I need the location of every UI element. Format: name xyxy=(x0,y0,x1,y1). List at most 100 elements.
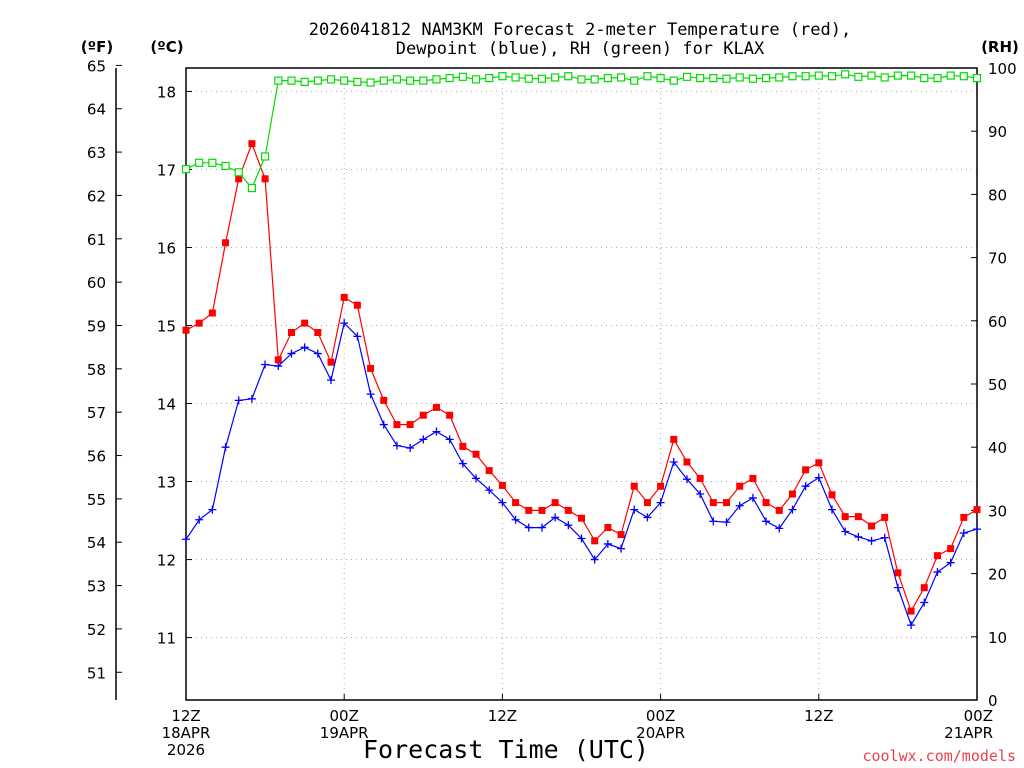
rh-point-49 xyxy=(827,72,837,81)
fahrenheit-tick-label-65: 65 xyxy=(87,57,106,75)
rh-point-23 xyxy=(485,74,494,83)
rh-tick-label-10: 10 xyxy=(988,629,1007,647)
temperature-point-25 xyxy=(512,499,520,507)
temperature-point-60 xyxy=(973,506,981,514)
dewpoint-point-40 xyxy=(709,517,718,526)
dewpoint-point-25 xyxy=(511,515,520,524)
dewpoint-point-12 xyxy=(340,319,349,328)
dewpoint-point-2 xyxy=(208,505,217,514)
temperature-point-13 xyxy=(353,301,361,309)
dewpoint-point-44 xyxy=(762,517,771,526)
time-tick-label-0-1: 18APR xyxy=(162,724,211,742)
temperature-point-47 xyxy=(802,466,810,474)
dewpoint-point-11 xyxy=(327,376,336,385)
dewpoint-point-58 xyxy=(946,558,955,567)
rh-point-19 xyxy=(432,75,441,84)
dewpoint-point-15 xyxy=(379,420,388,429)
rh-tick-label-90: 90 xyxy=(988,123,1007,141)
rh-point-2 xyxy=(208,158,217,167)
fahrenheit-tick-label-51: 51 xyxy=(87,664,106,682)
fahrenheit-tick-label-63: 63 xyxy=(87,144,106,162)
temperature-point-53 xyxy=(881,513,889,521)
temperature-point-24 xyxy=(498,481,506,489)
celsius-tick-label-11: 11 xyxy=(157,630,176,648)
temperature-point-27 xyxy=(538,506,546,514)
plot-frame xyxy=(185,67,978,701)
rh-point-4 xyxy=(234,168,243,177)
temperature-point-46 xyxy=(788,490,796,498)
temperature-point-5 xyxy=(248,140,256,148)
temperature-point-6 xyxy=(261,175,269,183)
source-credit: coolwx.com/models xyxy=(862,747,1016,765)
dewpoint-point-26 xyxy=(524,523,533,532)
rh-point-39 xyxy=(696,74,705,83)
dewpoint-point-45 xyxy=(775,524,784,533)
time-tick-label-12-1: 19APR xyxy=(320,724,369,742)
rh-point-21 xyxy=(458,72,467,81)
dewpoint-point-4 xyxy=(234,396,243,405)
dewpoint-point-49 xyxy=(827,505,836,514)
rh-point-37 xyxy=(669,76,678,85)
dewpoint-series xyxy=(182,319,981,630)
rh-point-24 xyxy=(498,72,507,81)
temperature-point-16 xyxy=(393,421,401,429)
rh-point-27 xyxy=(537,74,547,83)
temperature-point-49 xyxy=(828,491,836,499)
fahrenheit-tick-label-58: 58 xyxy=(87,361,106,379)
dewpoint-point-35 xyxy=(643,513,652,522)
rh-tick-label-50: 50 xyxy=(988,376,1007,394)
temperature-point-0 xyxy=(182,326,190,334)
temperature-point-37 xyxy=(670,435,678,443)
chart-title-line-1: 2026041812 NAM3KM Forecast 2-meter Tempe… xyxy=(309,20,851,40)
celsius-tick-label-14: 14 xyxy=(157,396,176,414)
temperature-point-11 xyxy=(327,358,335,366)
temperature-point-29 xyxy=(564,506,572,514)
temperature-point-40 xyxy=(709,499,717,507)
dewpoint-point-52 xyxy=(867,536,876,545)
temperature-point-20 xyxy=(446,411,454,419)
rh-point-11 xyxy=(326,75,336,84)
time-tick-label-48-0: 12Z xyxy=(804,707,833,725)
temperature-point-57 xyxy=(933,552,941,560)
rh-point-40 xyxy=(709,74,718,83)
dewpoint-point-34 xyxy=(630,505,639,514)
dewpoint-point-14 xyxy=(366,390,375,399)
rh-point-26 xyxy=(524,74,533,83)
temperature-point-51 xyxy=(854,513,862,521)
temperature-point-34 xyxy=(630,482,638,490)
temperature-point-39 xyxy=(696,474,704,482)
rh-point-1 xyxy=(195,158,204,167)
fahrenheit-tick-label-55: 55 xyxy=(87,491,106,509)
rh-point-54 xyxy=(893,71,903,80)
dewpoint-point-1 xyxy=(195,515,204,524)
dewpoint-point-6 xyxy=(261,360,270,369)
rh-point-12 xyxy=(340,76,349,85)
time-tick-label-12-0: 00Z xyxy=(330,707,359,725)
dewpoint-point-13 xyxy=(353,332,362,341)
rh-point-8 xyxy=(287,76,296,85)
temperature-point-58 xyxy=(947,545,955,553)
fahrenheit-axis: 51 52 53 54 55 56 57 58 59 60 61 62 63 64 65 xyxy=(87,57,122,682)
rh-point-25 xyxy=(511,73,520,82)
time-tick-label-36-1: 20APR xyxy=(636,724,685,742)
celsius-tick-label-12: 12 xyxy=(157,552,176,570)
dewpoint-point-48 xyxy=(814,473,823,482)
temperature-point-42 xyxy=(736,482,744,490)
fahrenheit-tick-label-54: 54 xyxy=(87,534,106,552)
series-layer xyxy=(181,70,982,630)
dewpoint-point-54 xyxy=(893,583,902,592)
temperature-point-35 xyxy=(643,499,651,507)
temperature-point-41 xyxy=(723,499,731,507)
rh-point-46 xyxy=(788,72,797,81)
dewpoint-point-46 xyxy=(788,505,797,514)
rh-point-28 xyxy=(551,73,560,82)
temperature-point-31 xyxy=(591,537,599,545)
fahrenheit-tick-label-61: 61 xyxy=(87,231,106,249)
fahrenheit-tick-label-62: 62 xyxy=(87,187,106,205)
rh-point-52 xyxy=(867,71,876,80)
rh-point-31 xyxy=(590,75,599,84)
temperature-point-43 xyxy=(749,474,757,482)
dewpoint-point-53 xyxy=(880,533,889,542)
temperature-point-36 xyxy=(657,482,665,490)
